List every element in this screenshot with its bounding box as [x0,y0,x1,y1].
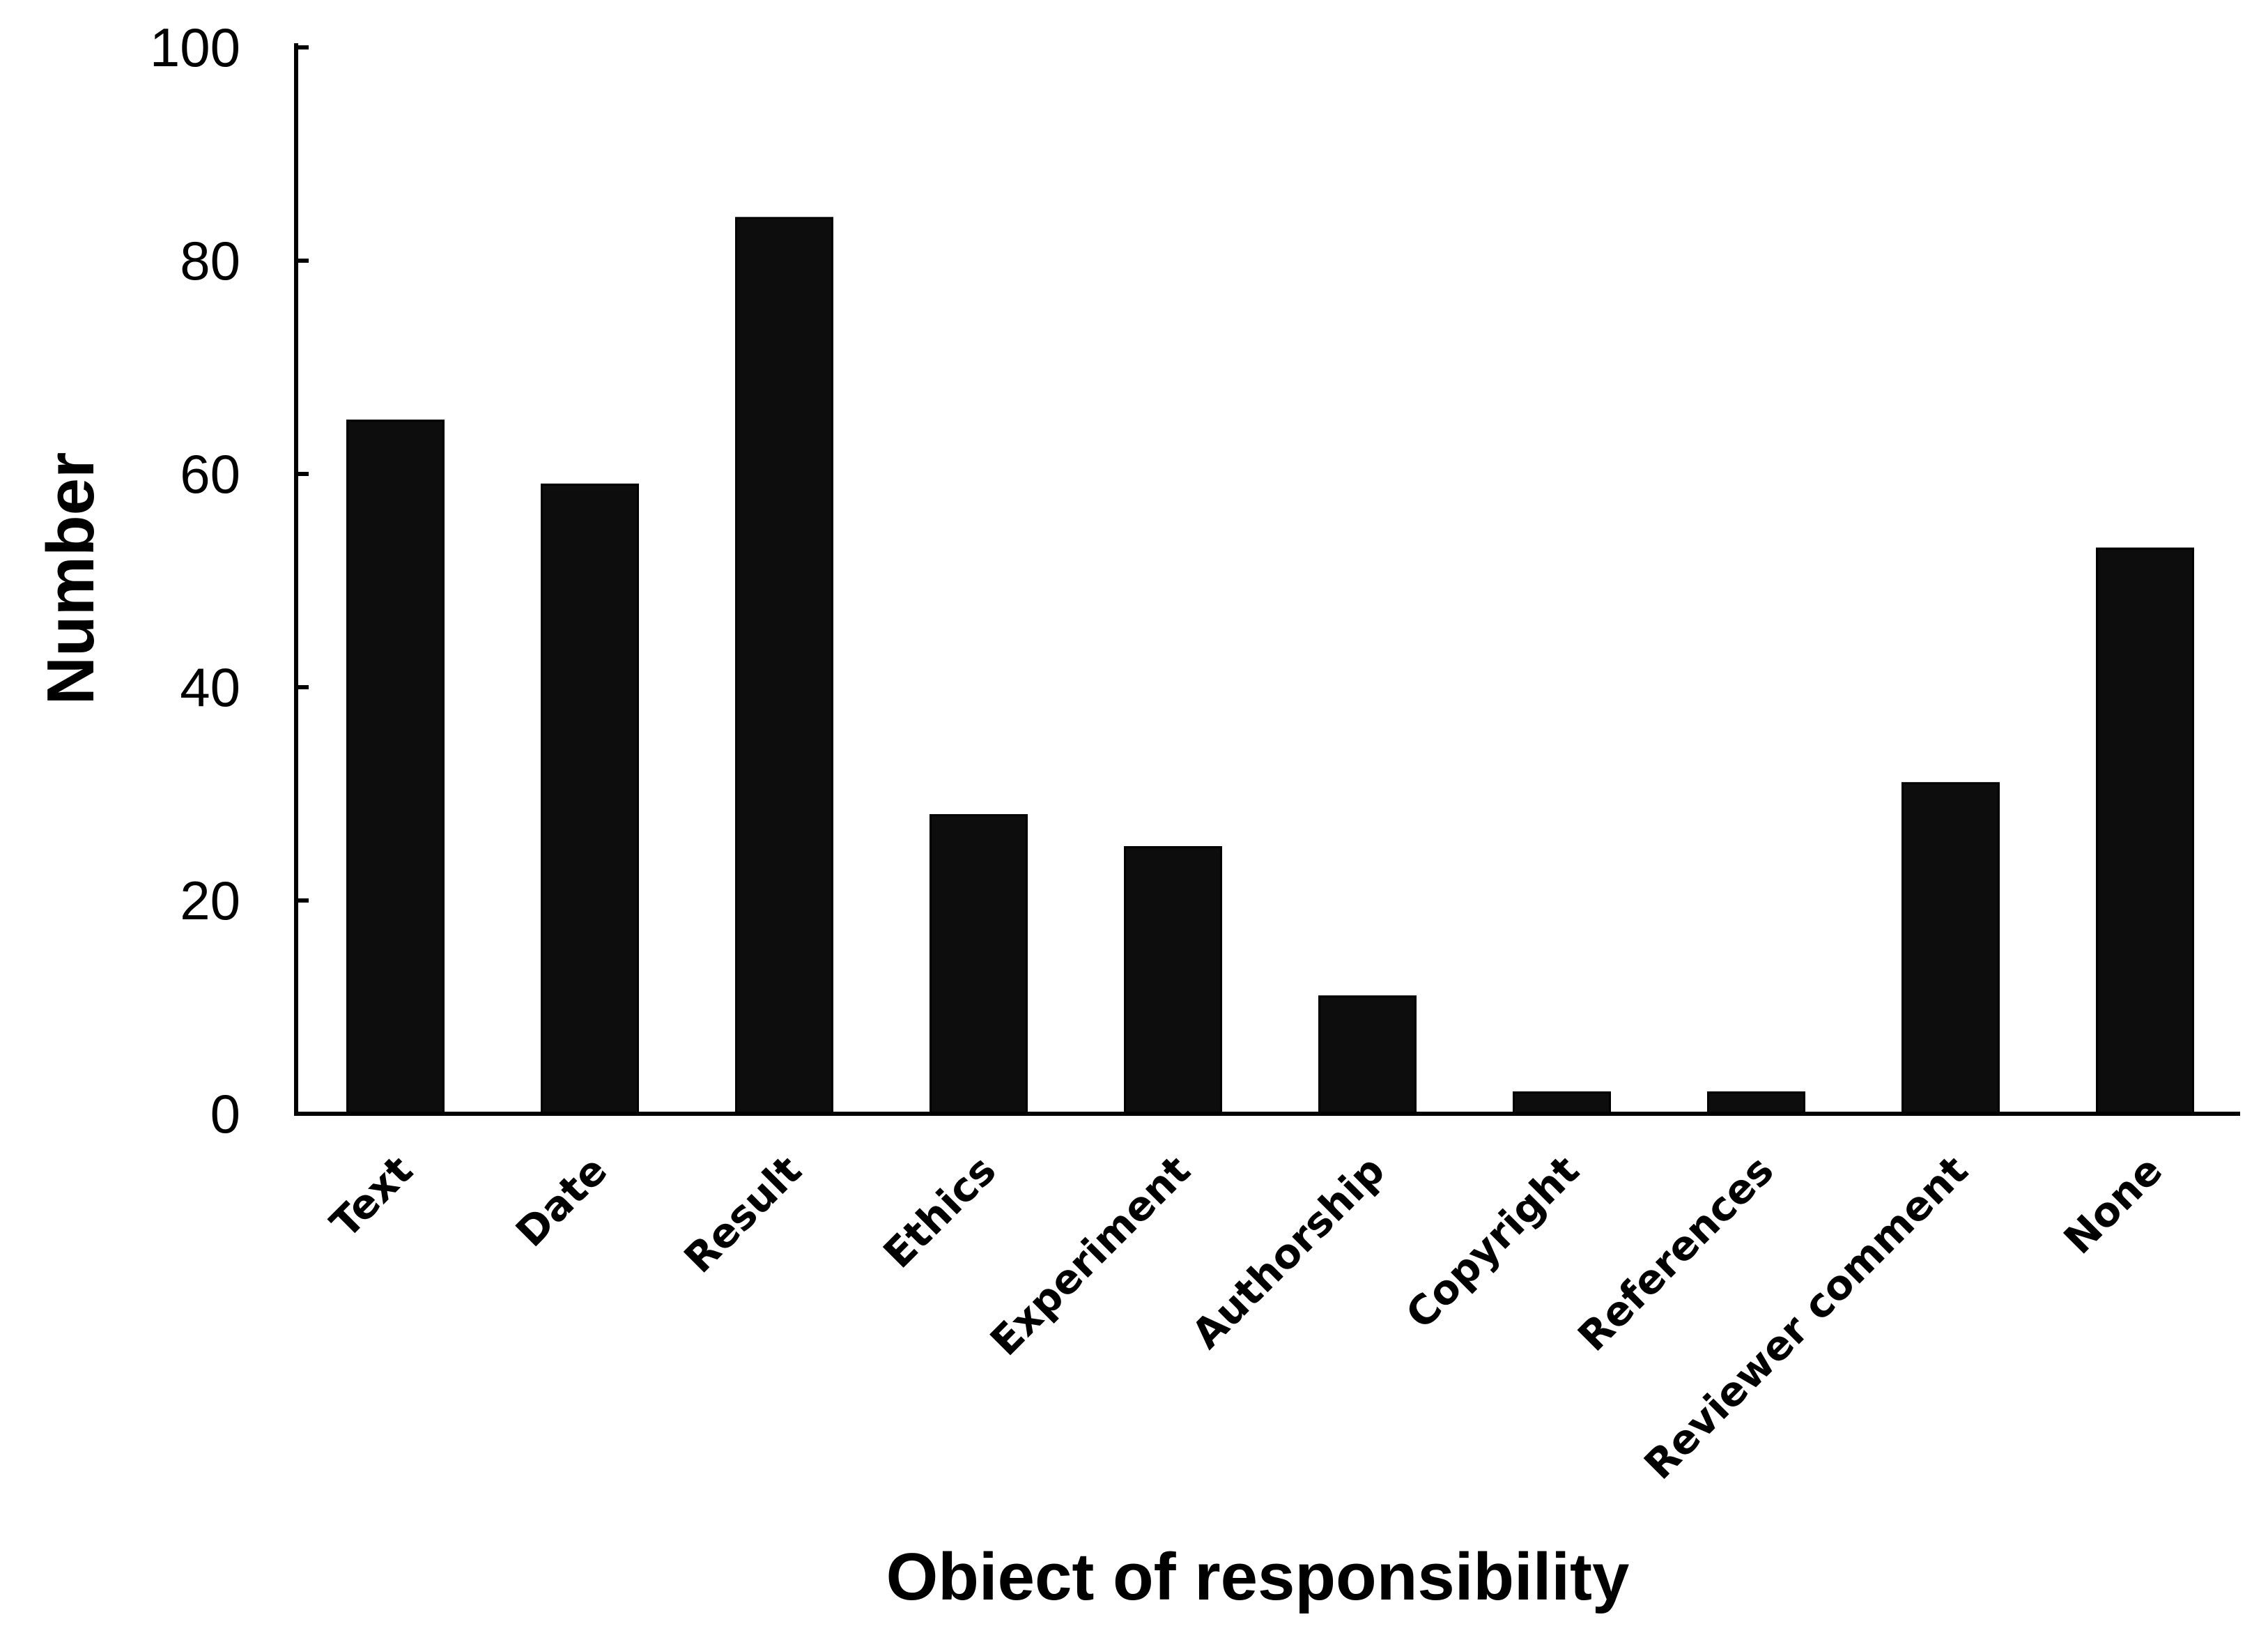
x-tick-label-references: References [1568,1147,1782,1360]
y-tick-label-0: 0 [210,1083,240,1144]
x-tick-label-result: Result [675,1147,811,1282]
bar-authorship [1318,995,1417,1115]
x-axis-tick-labels: Text Date Result EthicsExperimentAuthorship… [321,1147,2171,1489]
x-tick-label-experiment: Experiment [981,1147,1199,1365]
x-tick-label-date: Date [507,1147,616,1256]
bar-result [735,217,833,1115]
x-tick-label-ethics: Ethics [874,1147,1005,1278]
y-axis-title: Number [33,452,108,705]
y-tick-label-100: 100 [150,17,240,78]
bar-reviewer-comment [1901,782,2000,1115]
bar-ethics [929,814,1028,1115]
y-tick-label-20: 20 [180,870,240,931]
x-tick-label-text: Text [321,1147,422,1247]
y-tick-label-60: 60 [180,443,240,505]
bar-date [541,483,639,1115]
bar-references [1707,1091,1805,1115]
bars-group [346,217,2194,1115]
bar-none [2096,547,2194,1115]
y-axis-ticks: 0 20 40 60 80 100 [150,17,309,1144]
x-axis-title: Obiect of responsibility [886,1540,1630,1614]
bar-copyright [1513,1091,1611,1115]
x-tick-label-reviewer-comment: Reviewer comment [1635,1147,1977,1489]
bar-text [346,420,445,1115]
x-tick-label-none: None [2055,1147,2172,1264]
x-tick-label-copyright: Copyright [1397,1147,1589,1338]
x-tick-label-authorship: Authorship [1182,1147,1394,1358]
bar-experiment [1124,846,1222,1115]
y-tick-label-40: 40 [180,657,240,718]
y-tick-label-80: 80 [180,230,240,291]
